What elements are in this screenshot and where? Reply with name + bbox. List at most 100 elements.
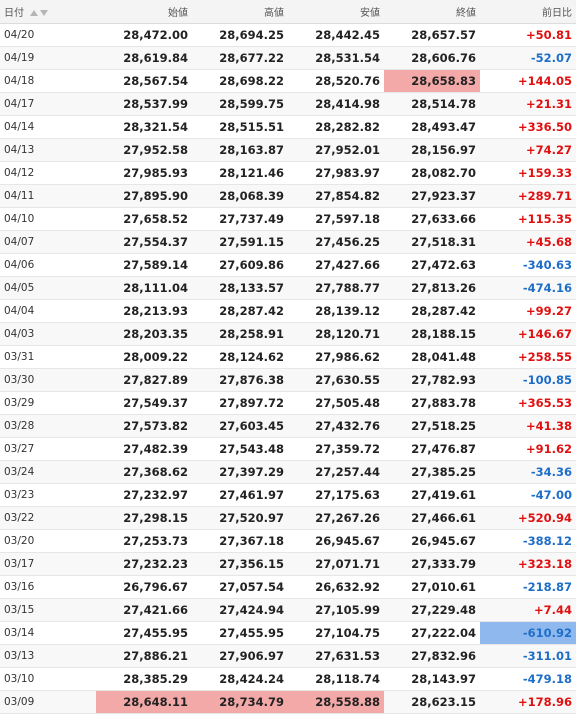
cell-low: 28,520.76	[288, 69, 384, 93]
column-header-open: 始値	[96, 0, 192, 24]
cell-high: 27,906.97	[192, 644, 288, 668]
cell-open: 27,549.37	[96, 391, 192, 415]
cell-date: 03/28	[0, 414, 96, 438]
cell-date: 03/29	[0, 391, 96, 415]
cell-date: 03/15	[0, 598, 96, 622]
cell-date: 04/14	[0, 115, 96, 139]
table-row: 04/03 28,203.35 28,258.91 28,120.71 28,188.1…	[0, 322, 576, 346]
cell-low: 27,631.53	[288, 644, 384, 668]
header-row: 日付 始値 高値 安値 終値 前日比	[0, 0, 576, 24]
cell-high: 27,461.97	[192, 483, 288, 507]
sort-descending-icon[interactable]	[40, 9, 49, 16]
table-row: 04/10 27,658.52 27,737.49 27,597.18 27,633.6…	[0, 207, 576, 231]
table-row: 03/16 26,796.67 27,057.54 26,632.92 27,010.6…	[0, 575, 576, 599]
table-row: 03/30 27,827.89 27,876.38 27,630.55 27,782.9…	[0, 368, 576, 392]
table-row: 03/27 27,482.39 27,543.48 27,359.72 27,476.8…	[0, 437, 576, 461]
cell-close: 27,832.96	[384, 644, 480, 668]
cell-open: 28,203.35	[96, 322, 192, 346]
cell-low: 28,414.98	[288, 92, 384, 116]
cell-date: 03/31	[0, 345, 96, 369]
cell-change: +45.68	[480, 230, 576, 254]
cell-high: 28,121.46	[192, 161, 288, 185]
table-row: 03/23 27,232.97 27,461.97 27,175.63 27,419.6…	[0, 483, 576, 507]
cell-date: 03/10	[0, 667, 96, 691]
table-row: 03/24 27,368.62 27,397.29 27,257.44 27,385.2…	[0, 460, 576, 484]
cell-open: 27,554.37	[96, 230, 192, 254]
cell-high: 27,455.95	[192, 621, 288, 645]
cell-low: 27,986.62	[288, 345, 384, 369]
cell-open: 28,472.00	[96, 23, 192, 47]
cell-high: 27,367.18	[192, 529, 288, 553]
cell-change: +50.81	[480, 23, 576, 47]
cell-high: 28,424.24	[192, 667, 288, 691]
cell-close: 28,493.47	[384, 115, 480, 139]
table-row: 04/19 28,619.84 28,677.22 28,531.54 28,606.7…	[0, 46, 576, 70]
cell-close: 27,229.48	[384, 598, 480, 622]
cell-low: 27,104.75	[288, 621, 384, 645]
cell-change: +74.27	[480, 138, 576, 162]
cell-change: +21.31	[480, 92, 576, 116]
cell-low: 27,788.77	[288, 276, 384, 300]
table-header: 日付 始値 高値 安値 終値 前日比	[0, 0, 576, 24]
cell-change: +159.33	[480, 161, 576, 185]
cell-low: 27,854.82	[288, 184, 384, 208]
cell-high: 27,057.54	[192, 575, 288, 599]
column-header-low: 安値	[288, 0, 384, 24]
cell-low: 27,071.71	[288, 552, 384, 576]
cell-close: 27,518.31	[384, 230, 480, 254]
cell-low: 27,597.18	[288, 207, 384, 231]
table-row: 03/09 28,648.11 28,734.79 28,558.88 28,623.1…	[0, 690, 576, 714]
cell-high: 28,734.79	[192, 690, 288, 714]
cell-date: 03/24	[0, 460, 96, 484]
cell-close: 27,476.87	[384, 437, 480, 461]
cell-high: 28,287.42	[192, 299, 288, 323]
column-header-close: 終値	[384, 0, 480, 24]
cell-close: 27,010.61	[384, 575, 480, 599]
table-row: 03/15 27,421.66 27,424.94 27,105.99 27,229.4…	[0, 598, 576, 622]
table-row: 04/20 28,472.00 28,694.25 28,442.45 28,657.5…	[0, 23, 576, 47]
cell-change: +144.05	[480, 69, 576, 93]
column-header-date[interactable]: 日付	[0, 0, 96, 24]
cell-date: 04/18	[0, 69, 96, 93]
cell-high: 27,876.38	[192, 368, 288, 392]
sort-icon[interactable]	[30, 8, 49, 19]
cell-low: 27,359.72	[288, 437, 384, 461]
cell-close: 28,623.15	[384, 690, 480, 714]
sort-ascending-icon[interactable]	[30, 9, 39, 16]
table-row: 03/28 27,573.82 27,603.45 27,432.76 27,518.2…	[0, 414, 576, 438]
cell-high: 28,258.91	[192, 322, 288, 346]
cell-low: 27,630.55	[288, 368, 384, 392]
cell-date: 03/23	[0, 483, 96, 507]
table-row: 04/07 27,554.37 27,591.15 27,456.25 27,518.3…	[0, 230, 576, 254]
cell-date: 03/22	[0, 506, 96, 530]
cell-low: 27,456.25	[288, 230, 384, 254]
cell-low: 27,175.63	[288, 483, 384, 507]
cell-low: 27,432.76	[288, 414, 384, 438]
cell-close: 27,385.25	[384, 460, 480, 484]
cell-date: 04/13	[0, 138, 96, 162]
table-row: 04/18 28,567.54 28,698.22 28,520.76 28,658.8…	[0, 69, 576, 93]
cell-low: 27,505.48	[288, 391, 384, 415]
cell-change: -311.01	[480, 644, 576, 668]
cell-close: 27,333.79	[384, 552, 480, 576]
cell-close: 27,633.66	[384, 207, 480, 231]
cell-low: 27,267.26	[288, 506, 384, 530]
cell-high: 27,609.86	[192, 253, 288, 277]
cell-low: 26,945.67	[288, 529, 384, 553]
cell-close: 27,466.61	[384, 506, 480, 530]
cell-close: 27,782.93	[384, 368, 480, 392]
table-row: 04/14 28,321.54 28,515.51 28,282.82 28,493.4…	[0, 115, 576, 139]
cell-low: 28,282.82	[288, 115, 384, 139]
table-row: 04/05 28,111.04 28,133.57 27,788.77 27,813.2…	[0, 276, 576, 300]
cell-date: 04/11	[0, 184, 96, 208]
table-row: 04/11 27,895.90 28,068.39 27,854.82 27,923.3…	[0, 184, 576, 208]
cell-open: 28,213.93	[96, 299, 192, 323]
cell-open: 27,455.95	[96, 621, 192, 645]
cell-open: 28,537.99	[96, 92, 192, 116]
cell-change: +365.53	[480, 391, 576, 415]
cell-low: 28,531.54	[288, 46, 384, 70]
cell-close: 28,657.57	[384, 23, 480, 47]
cell-date: 04/07	[0, 230, 96, 254]
cell-close: 28,606.76	[384, 46, 480, 70]
